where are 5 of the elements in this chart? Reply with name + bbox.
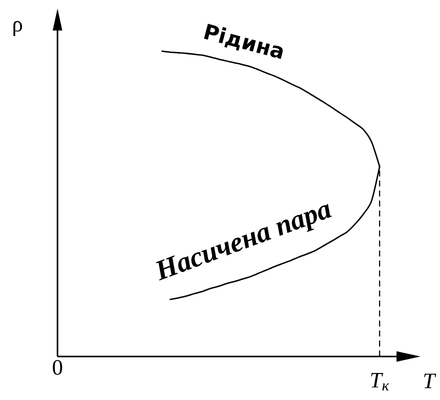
- x-axis-title: T: [424, 374, 436, 388]
- text: Рідина: [204, 24, 283, 59]
- x-tick-label: 0: [52, 360, 62, 375]
- x-tick-label: T$_{к}$: [371, 373, 390, 391]
- y-axis-title: ρ: [13, 20, 22, 36]
